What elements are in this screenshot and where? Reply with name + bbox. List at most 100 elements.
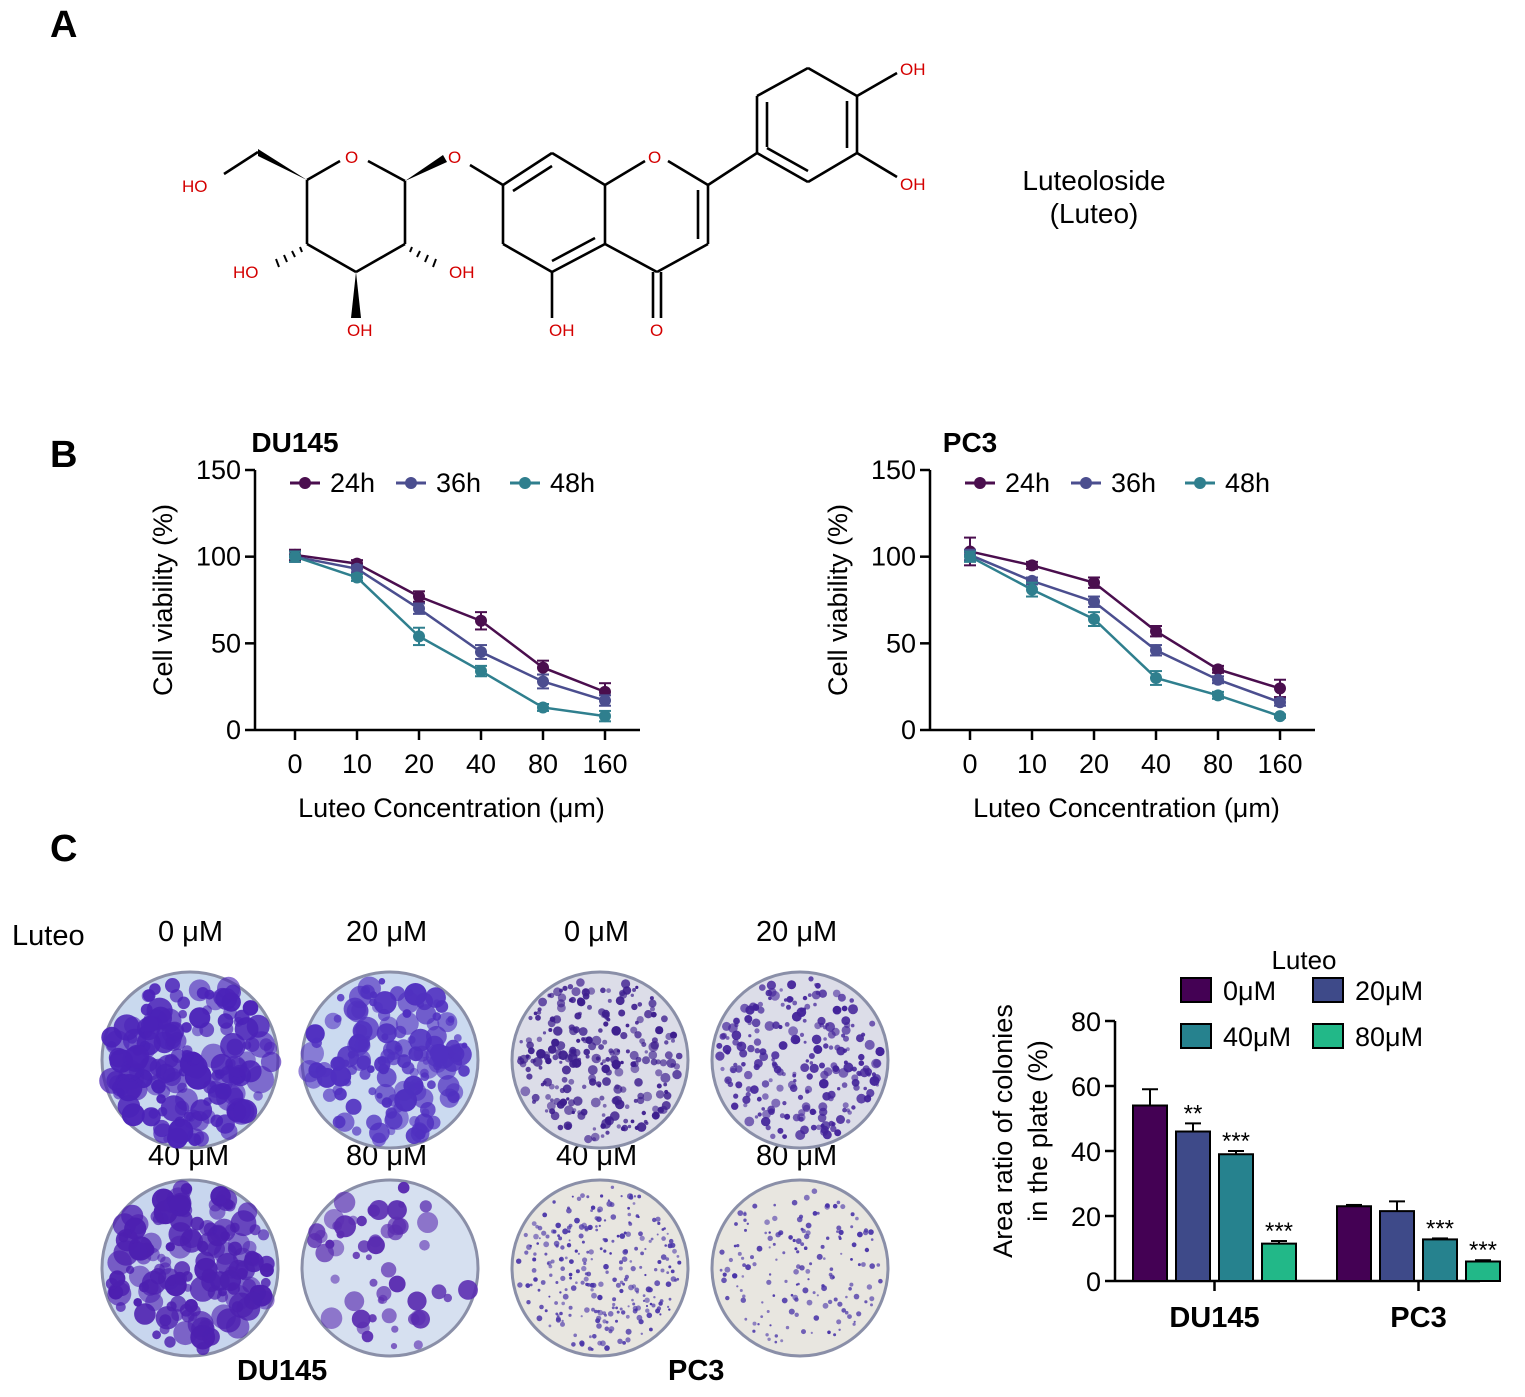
legend-label: 80μM: [1355, 1022, 1423, 1052]
colony: [177, 1082, 188, 1093]
colony: [596, 1315, 602, 1321]
colony: [847, 1110, 852, 1115]
colony: [851, 1066, 857, 1072]
colony: [875, 1046, 885, 1057]
colony: [725, 1295, 730, 1301]
colony: [596, 1323, 602, 1329]
colony: [533, 1233, 539, 1240]
colony: [531, 1221, 537, 1226]
significance-mark: **: [1184, 1100, 1203, 1127]
colony: [739, 1289, 743, 1292]
colony: [650, 1237, 654, 1241]
colony: [724, 1076, 732, 1084]
colony: [207, 1285, 222, 1300]
colony: [552, 1054, 559, 1061]
colony: [334, 1087, 347, 1101]
colony: [535, 1014, 541, 1021]
colony: [191, 1317, 215, 1341]
series-line: [969, 550, 1281, 690]
colony: [615, 1306, 618, 1310]
colony: [850, 1212, 855, 1217]
colony: [215, 1114, 235, 1134]
colony: [655, 1090, 665, 1099]
colony: [777, 1127, 784, 1134]
colony: [812, 1291, 816, 1295]
data-point: [351, 571, 363, 584]
colony: [645, 1308, 650, 1313]
colony: [851, 1242, 857, 1248]
colony: [776, 1084, 784, 1092]
colony: [407, 1081, 416, 1090]
plate-label: 0 μM: [158, 916, 224, 948]
colony: [587, 1065, 598, 1075]
colony: [664, 1244, 667, 1247]
colony: [773, 1065, 782, 1074]
colony: [193, 1131, 209, 1147]
colony: [864, 1247, 870, 1253]
colony: [607, 998, 612, 1003]
data-point: [1088, 595, 1100, 608]
y-tick-label: 50: [211, 628, 241, 658]
colony: [603, 1249, 607, 1253]
colony: [568, 1305, 573, 1310]
colony: [766, 1310, 770, 1313]
colony: [792, 1238, 796, 1243]
colony: [744, 1070, 753, 1080]
colony: [664, 1051, 673, 1060]
colony: [878, 1278, 883, 1284]
colony: [811, 990, 821, 1000]
colony: [851, 1074, 859, 1082]
colony: [668, 1265, 672, 1269]
y-tick-label: 0: [901, 715, 916, 745]
data-point: [475, 614, 487, 627]
colony: [571, 987, 581, 997]
legend-label: 48h: [550, 468, 595, 498]
colony: [381, 1097, 393, 1108]
colony: [249, 1224, 261, 1236]
colony: [196, 1342, 210, 1356]
significance-mark: ***: [1222, 1128, 1250, 1155]
data-point: [1212, 663, 1224, 676]
colony: [562, 1293, 569, 1300]
colony: [842, 1102, 849, 1109]
panel-label-a: A: [50, 4, 78, 46]
colony: [728, 1257, 734, 1263]
colony: [556, 1041, 566, 1051]
colony: [397, 1181, 410, 1194]
x-tick-label: 80: [528, 749, 558, 779]
colony: [536, 1036, 543, 1042]
colony: [595, 1225, 598, 1228]
data-point: [537, 675, 549, 688]
colony: [129, 1242, 148, 1261]
colony: [846, 1047, 850, 1052]
colony: [825, 1022, 829, 1027]
colony: [566, 1097, 570, 1101]
data-point: [475, 665, 487, 678]
y-tick-label: 80: [1071, 1007, 1101, 1037]
colony: [640, 1332, 643, 1335]
x-axis-label: Luteo Concentration (μm): [298, 793, 605, 823]
colony: [857, 1231, 863, 1238]
colony: [778, 1024, 783, 1030]
colony: [808, 976, 814, 982]
colony: [861, 1262, 866, 1267]
colony: [656, 1083, 662, 1089]
colony: [648, 1050, 658, 1060]
y-tick-label: 0: [1086, 1267, 1101, 1297]
colony: [634, 1125, 639, 1130]
colony: [608, 1048, 614, 1054]
colony: [841, 1025, 851, 1035]
colony: [659, 1059, 668, 1067]
colony: [201, 1043, 226, 1069]
colony: [595, 1228, 599, 1232]
colony: [393, 1025, 407, 1039]
colony: [618, 1266, 623, 1271]
colony: [644, 1273, 647, 1277]
colony: [841, 1005, 848, 1012]
colony: [519, 1040, 523, 1044]
colony: [722, 1272, 727, 1277]
colony: [152, 1330, 162, 1340]
colony: [567, 1230, 571, 1233]
colony: [614, 1067, 624, 1077]
colony: [769, 1324, 772, 1327]
